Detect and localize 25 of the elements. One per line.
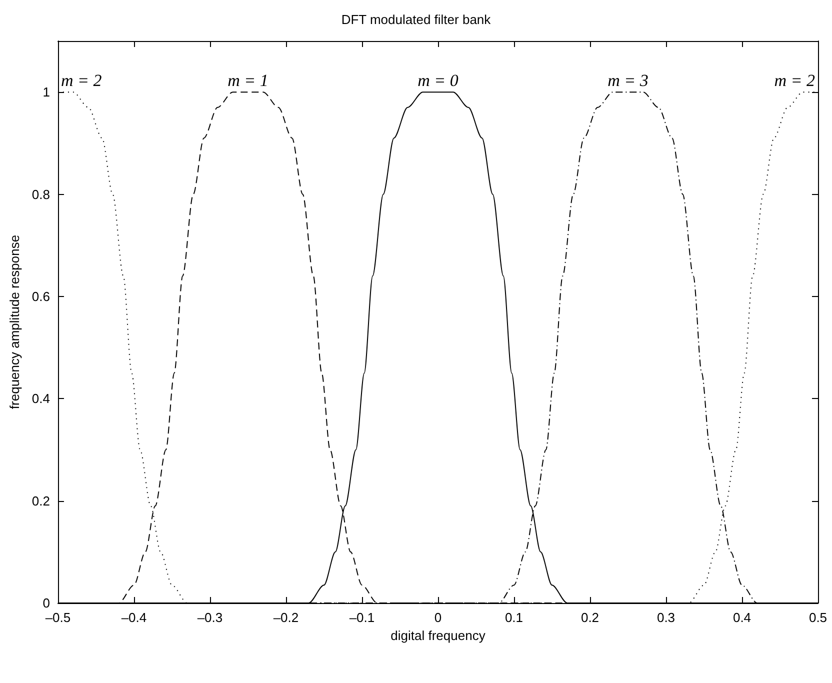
y-tick-label: 0.6 (32, 288, 50, 304)
x-tick-label: 0.3 (656, 610, 676, 625)
annotation: m = 2 (60, 71, 102, 90)
x-tick-label: 0 (434, 610, 442, 625)
x-tick-label: 0.2 (580, 610, 600, 625)
y-tick-label: 0.8 (32, 186, 50, 202)
x-tick-label: 0.1 (504, 610, 524, 625)
x-tick-label: –0.1 (349, 610, 375, 625)
x-tick-label: 0.5 (808, 610, 828, 625)
annotation: m = 0 (418, 71, 459, 90)
x-tick-label: –0.2 (273, 610, 299, 625)
x-tick-label: –0.5 (45, 610, 71, 625)
y-tick-label: 1 (42, 84, 50, 100)
y-tick-label: 0.2 (32, 493, 50, 508)
y-tick-label: 0.4 (32, 391, 50, 406)
annotation: m = 1 (228, 71, 268, 90)
x-tick-label: –0.4 (121, 610, 147, 625)
annotation: m = 2 (774, 71, 816, 90)
x-axis-title: digital frequency (390, 628, 486, 643)
x-tick-label: 0.4 (732, 610, 752, 625)
y-axis-title: frequency amplitude response (7, 234, 22, 410)
chart-title: DFT modulated filter bank (341, 12, 492, 27)
x-tick-label: –0.3 (197, 610, 223, 625)
annotation: m = 3 (608, 71, 648, 90)
y-tick-label: 0 (42, 596, 50, 610)
